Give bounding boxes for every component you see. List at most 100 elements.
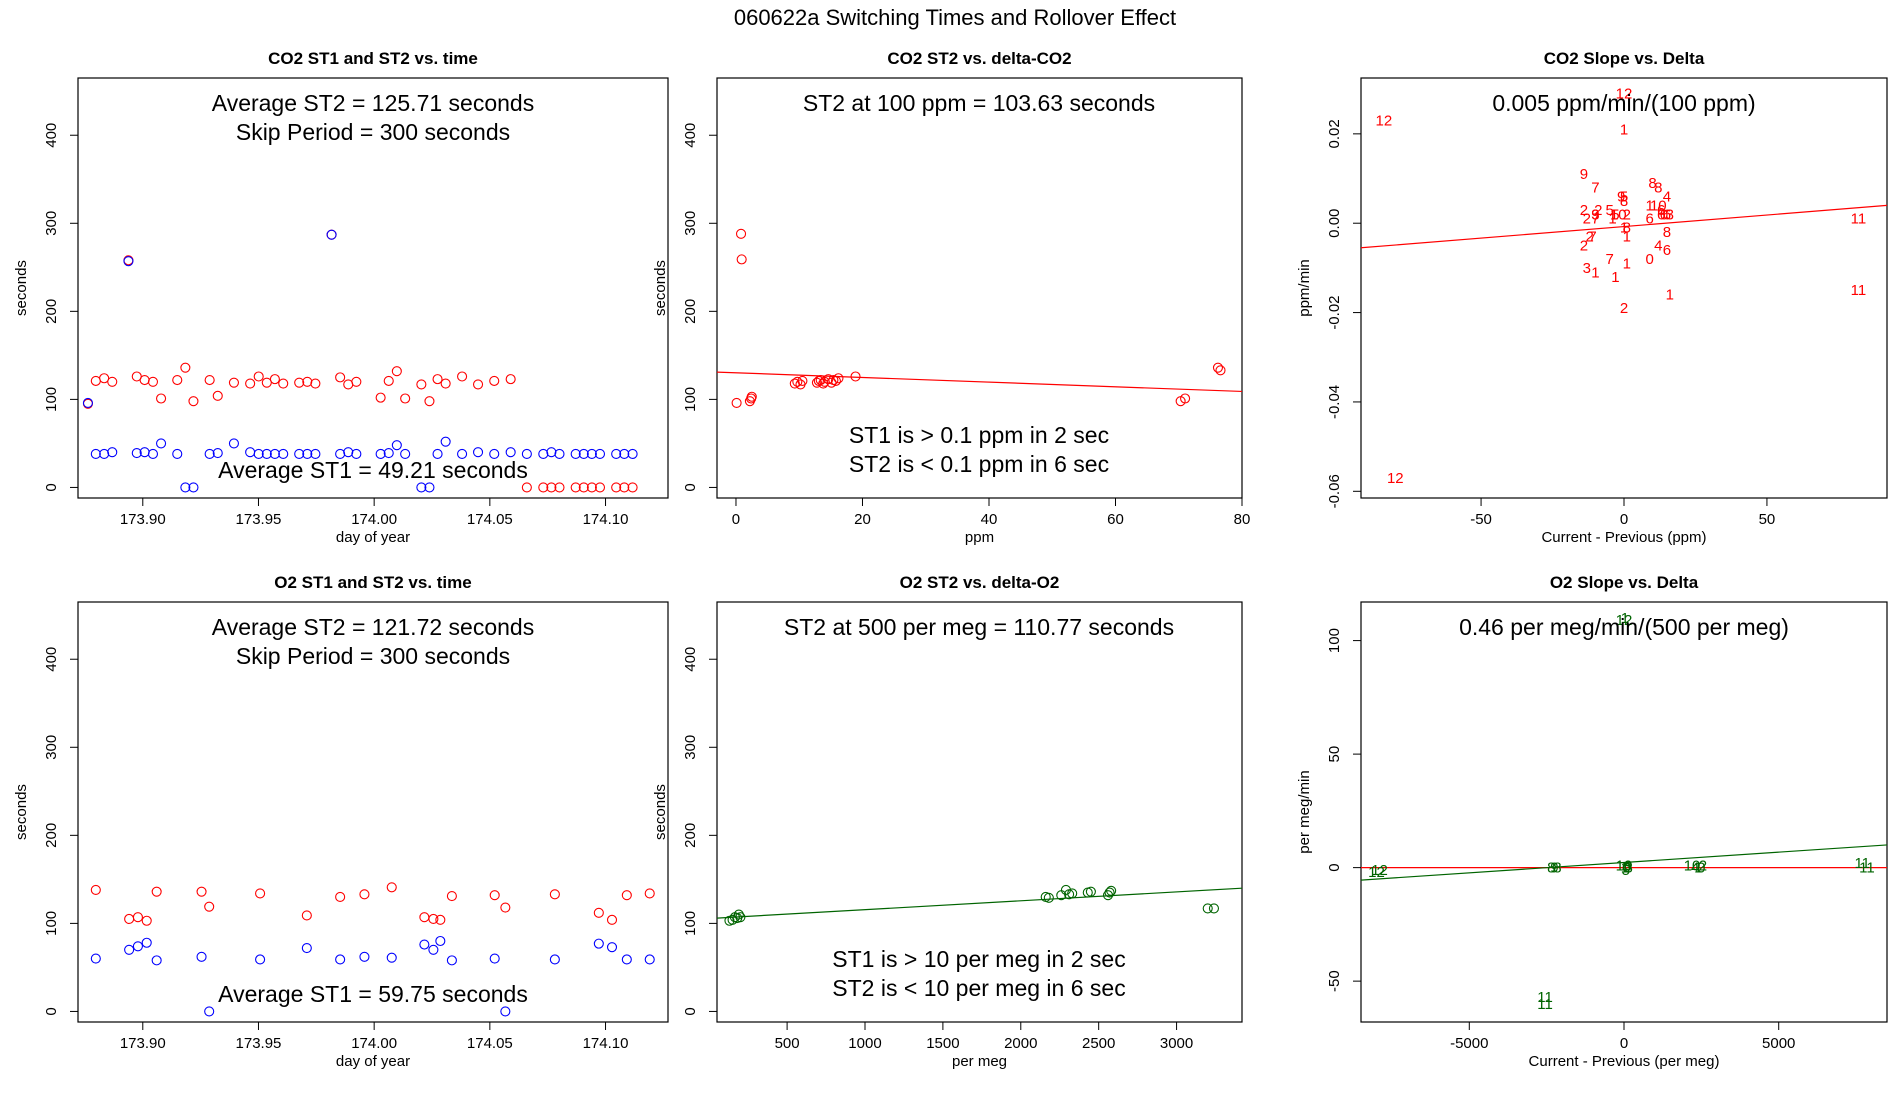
data-point — [359, 951, 370, 962]
data-point — [351, 376, 362, 387]
data-point — [156, 438, 167, 449]
data-point-label: 2 — [1580, 202, 1588, 219]
data-point-label: 1 — [1694, 860, 1702, 877]
data-point — [736, 254, 747, 265]
plot-frame — [77, 601, 669, 1023]
data-point — [301, 910, 312, 921]
data-point — [107, 376, 118, 387]
data-point-label: 11 — [1537, 996, 1553, 1013]
chart-title: CO2 ST2 vs. delta-CO2 — [887, 49, 1071, 68]
chart-annotation: ST2 is < 10 per meg in 6 sec — [832, 975, 1125, 1001]
data-point — [1202, 903, 1213, 914]
panel-o2-time: O2 ST1 and ST2 vs. time 173.90 173.95 174.0… — [13, 573, 669, 1070]
data-point — [269, 448, 280, 460]
y-tick-label: 200 — [43, 299, 60, 324]
data-point — [850, 371, 861, 382]
data-point — [335, 448, 346, 460]
y-axis-label: seconds — [652, 784, 669, 840]
data-point-label: 7 — [1591, 211, 1599, 228]
x-tick-label: -50 — [1470, 511, 1492, 528]
data-point — [505, 374, 516, 385]
data-point-label: 8 — [1654, 179, 1662, 196]
data-point — [489, 953, 500, 964]
plot-area — [90, 882, 655, 1017]
x-tick-label: 60 — [1107, 511, 1124, 528]
y-tick-label: 100 — [43, 387, 60, 412]
y-tick-label: 0 — [682, 1007, 699, 1015]
chart-annotation: Skip Period = 300 seconds — [236, 643, 510, 669]
y-tick-label: 400 — [682, 647, 699, 672]
data-point — [606, 942, 618, 953]
data-point — [789, 378, 800, 389]
data-point — [586, 482, 597, 493]
data-point — [594, 448, 606, 460]
data-point — [212, 448, 223, 459]
data-point — [1212, 362, 1224, 373]
x-tick-label: 0 — [1620, 511, 1628, 528]
data-point-label: 11 — [1854, 855, 1870, 872]
data-point — [549, 954, 560, 965]
data-point — [521, 448, 532, 460]
data-point — [1208, 903, 1220, 914]
data-point-label: 1 — [1621, 860, 1629, 877]
chart-annotation: Average ST2 = 125.71 seconds — [212, 90, 534, 116]
data-point-label: 0 — [1622, 860, 1630, 877]
data-point — [1067, 888, 1078, 899]
data-point-label: 11 — [1537, 989, 1553, 1006]
data-point — [735, 912, 746, 923]
data-point — [549, 889, 560, 900]
fit-line — [717, 887, 1242, 919]
x-tick-label: 174.05 — [467, 511, 513, 528]
data-point — [1043, 892, 1054, 903]
data-point — [538, 448, 549, 460]
data-point — [446, 891, 457, 902]
x-tick-label: 50 — [1759, 511, 1776, 528]
plot-area — [82, 229, 638, 493]
chart-annotation: Average ST2 = 121.72 seconds — [212, 614, 534, 640]
y-tick-label: 0 — [1326, 863, 1343, 871]
data-point — [386, 952, 397, 963]
data-point-label: 11 — [1851, 211, 1867, 228]
data-point — [446, 955, 457, 966]
data-point — [546, 482, 557, 493]
data-point — [255, 954, 266, 965]
data-point — [570, 482, 581, 493]
data-point — [245, 378, 256, 389]
data-point — [594, 482, 606, 493]
data-point — [294, 377, 305, 388]
y-tick-label: 400 — [682, 123, 699, 148]
data-point — [424, 396, 435, 407]
y-tick-label: 300 — [43, 211, 60, 236]
data-point-label: 4 — [1691, 860, 1699, 877]
data-point — [505, 447, 516, 458]
data-point-label: 1 — [1646, 197, 1654, 214]
y-tick-label: 50 — [1326, 746, 1343, 763]
x-tick-label: 40 — [981, 511, 998, 528]
chart-annotation: Average ST1 = 59.75 seconds — [218, 981, 528, 1007]
data-point — [416, 379, 427, 390]
data-point — [1106, 885, 1117, 896]
plot-frame — [77, 77, 669, 499]
y-tick-label: 300 — [682, 211, 699, 236]
data-point-label: 3 — [1624, 860, 1632, 877]
x-tick-label: -5000 — [1450, 1035, 1488, 1052]
data-point — [400, 393, 411, 404]
data-point-label: 3 — [1591, 206, 1599, 223]
data-point — [302, 376, 313, 387]
data-point-label: 1 — [1620, 121, 1628, 138]
chart-annotation: ST1 is > 0.1 ppm in 2 sec — [849, 422, 1109, 448]
data-point-label: 12 — [1616, 612, 1633, 629]
data-point — [621, 954, 632, 965]
y-tick-label: 400 — [43, 123, 60, 148]
data-point — [391, 366, 402, 377]
data-point — [489, 890, 500, 901]
data-point — [428, 944, 439, 955]
x-tick-label: 173.90 — [120, 1035, 166, 1052]
y-tick-label: -0.06 — [1326, 474, 1343, 508]
y-tick-label: 200 — [682, 299, 699, 324]
chart-title: O2 ST2 vs. delta-O2 — [900, 573, 1060, 592]
x-tick-label: 174.05 — [467, 1035, 513, 1052]
